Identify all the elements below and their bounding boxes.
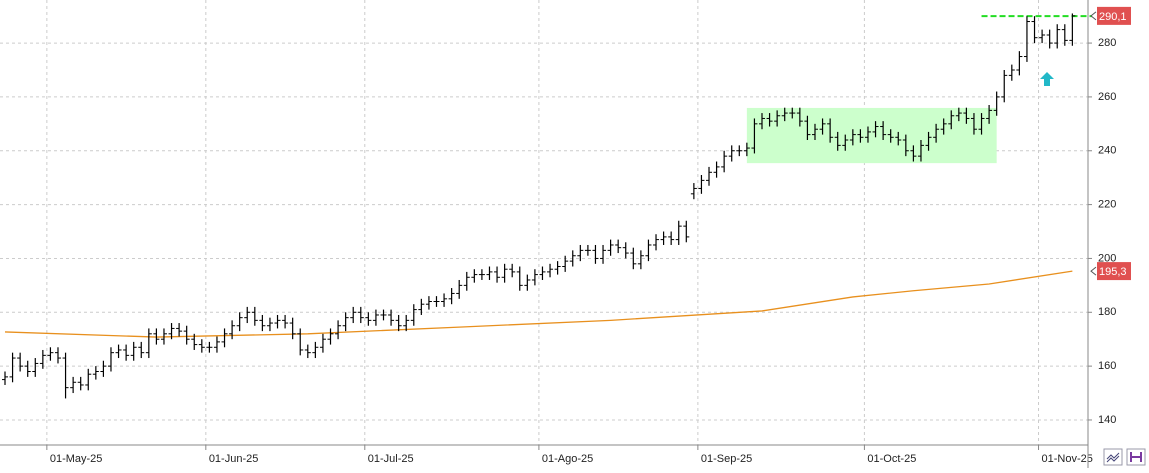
foreground-layer: 140 160 180 200 220 240 260 280 01-May-25 01-Jun-… [2, 6, 1131, 465]
y-tick-label: 180 [1098, 306, 1116, 318]
up-arrow-icon [1040, 72, 1054, 86]
x-tick-label: 01-Nov-25 [1042, 453, 1093, 465]
y-tick-label: 280 [1098, 37, 1116, 49]
y-tick-label: 240 [1098, 145, 1116, 157]
x-tick-label: 01-Oct-25 [867, 453, 916, 465]
range-box [746, 107, 997, 164]
y-tick-label: 220 [1098, 199, 1116, 211]
y-tick-label: 140 [1098, 414, 1116, 426]
price-label: 195,3 [1099, 266, 1127, 278]
y-tick-label: 260 [1098, 91, 1116, 103]
price-label-box [1097, 262, 1131, 281]
price-pointer [1090, 266, 1097, 276]
background-layer [0, 0, 1088, 445]
x-tick-label: 01-May-25 [50, 453, 103, 465]
x-tick-label: 01-Jul-25 [368, 453, 414, 465]
save-icon [1130, 452, 1142, 462]
x-tick-label: 01-Jun-25 [209, 453, 259, 465]
y-tick-label: 160 [1098, 360, 1116, 372]
y-tick-label: 200 [1098, 252, 1116, 264]
x-tick-label: 01-Ago-25 [542, 453, 593, 465]
x-tick-label: 01-Sep-25 [701, 453, 752, 465]
price-label-box [1097, 6, 1131, 25]
price-pointer [1090, 11, 1097, 21]
price-label: 290,1 [1099, 11, 1127, 23]
scale-icon [1106, 452, 1120, 463]
